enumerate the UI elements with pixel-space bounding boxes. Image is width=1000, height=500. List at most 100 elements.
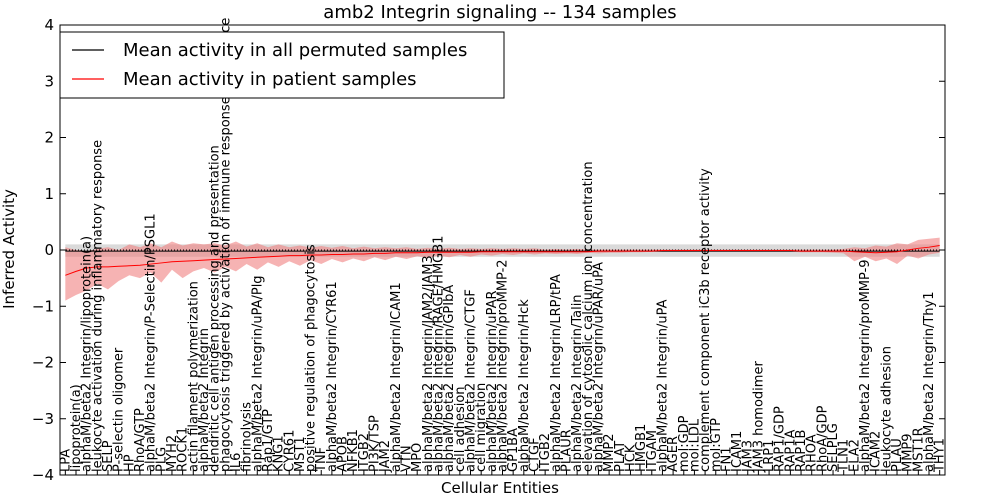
x-tick-label: alphaM/beta2 Integrin/RAGE/HMGB1 — [432, 236, 447, 472]
x-tick-label: alphaM/beta2 Integrin/uPA/Plg — [250, 275, 265, 472]
x-tick-label: fibrinolysis — [240, 402, 255, 472]
x-tick-label: alphaM/beta2 Integrin/proMMP-2 — [496, 259, 511, 472]
x-tick-label: PI3K/TSP — [368, 415, 383, 472]
y-axis-label: Inferred Activity — [0, 189, 18, 309]
x-tick-label: LRP1 — [762, 440, 777, 472]
x-tick-label: CYR61 — [282, 430, 297, 472]
x-tick-label: alphaM/beta2 Integrin/uPAR/uPA — [591, 262, 606, 472]
patient-band — [65, 237, 940, 301]
x-tick-label: lipoprotein(a) — [69, 384, 84, 472]
x-tick-label: MST1 — [293, 436, 308, 472]
x-tick-label: SELPLG — [826, 423, 841, 472]
x-tick-label: mol:GTP — [709, 418, 724, 472]
x-tick-label: FN1 — [719, 447, 734, 472]
x-tick-label: IL6 — [229, 453, 244, 472]
y-tick-label: 0 — [44, 241, 54, 259]
series-line-patient — [65, 245, 940, 276]
x-tick-label: cell migration — [474, 383, 489, 472]
x-tick-label: dendritic cell antigen processing and pr… — [208, 145, 223, 472]
x-tick-label: positive regulation of phagocytosis — [304, 244, 319, 472]
x-tick-label: TLN1 — [837, 439, 852, 473]
x-tick-label: SELP — [101, 440, 116, 472]
x-tick-label: leukocyte adhesion — [879, 346, 894, 472]
x-tick-label: JAM2 — [378, 440, 393, 473]
x-tick-label: alphaM/beta2 Integrin/CTGF — [464, 289, 479, 472]
y-tick-label: 3 — [44, 72, 54, 90]
y-tick-label: −3 — [32, 410, 54, 428]
x-tick-label: LPA — [58, 449, 73, 472]
x-tick-label: mol:LDL — [687, 418, 702, 472]
x-tick-label: THY1 — [933, 438, 948, 473]
x-tick-label: KNG1 — [272, 435, 287, 472]
x-tick-label: JAM3 homodimer — [751, 361, 766, 473]
x-tick-label: VTN — [400, 445, 415, 472]
x-tick-label: JAM3 — [741, 440, 756, 473]
legend-label-patient: Mean activity in patient samples — [123, 69, 417, 90]
x-tick-label: RHOA — [805, 434, 820, 472]
x-tick-label: P-selectin oligomer — [112, 347, 127, 472]
x-tick-label: alphaM/beta2 Integrin/LRP/tPA — [549, 274, 564, 472]
x-tick-label: MST1R — [911, 427, 926, 472]
y-tick-label: 2 — [44, 129, 54, 147]
x-tick-label: TNF — [314, 447, 329, 473]
x-tick-label: alphaM/beta2 Integrin — [197, 328, 212, 472]
plot-area: −4−3−2−101234LPAlipoprotein(a)alphaM/bet… — [32, 16, 948, 484]
x-tick-label: RhoA/GDP — [815, 405, 830, 472]
x-tick-label: Rap1/GTP — [261, 409, 276, 472]
x-tick-label: HP — [122, 454, 137, 472]
x-tick-label: HMGB1 — [634, 424, 649, 472]
x-tick-label: MYH2 — [165, 435, 180, 472]
x-tick-label: MMP9 — [901, 433, 916, 472]
x-tick-label: alphaM/beta2 Integrin/lipoprotein(a) — [80, 236, 95, 472]
x-tick-label: ITGB2 — [357, 433, 372, 472]
x-tick-label: alphaM/beta2 Integrin/P-Selectin/PSGL1 — [144, 213, 159, 472]
x-tick-label: PLAUR — [559, 429, 574, 472]
x-tick-label: ITGB2 — [538, 433, 553, 472]
x-tick-label: RAP1B — [794, 430, 809, 472]
x-tick-label: PLAT — [613, 441, 628, 472]
x-tick-label: actin filament polymerization — [186, 281, 201, 472]
x-tick-label: HCK — [623, 444, 638, 472]
x-tick-label: PLAU — [890, 438, 905, 472]
x-tick-label: ITGAM — [645, 430, 660, 472]
x-tick-label: complement component iC3b receptor activ… — [698, 168, 713, 472]
x-tick-label: alphaM/beta2 Integrin/uPAR — [485, 290, 500, 472]
x-tick-label: RAP1/GDP — [773, 406, 788, 472]
x-tick-label: RhoA/GTP — [133, 408, 148, 472]
legend: Mean activity in all permuted samples Me… — [59, 31, 505, 99]
x-tick-label: MMP2 — [602, 433, 617, 472]
x-tick-label: mol:GDP — [677, 415, 692, 472]
x-tick-label: AGER — [666, 436, 681, 472]
x-tick-label: phagocytosis triggered by activation of … — [218, 18, 233, 472]
x-tick-label: alphaM/beta2 Integrin/JAM2/JAM3 — [421, 255, 436, 472]
x-tick-label: ELA2 — [847, 439, 862, 472]
x-tick-label: RAP1A — [783, 429, 798, 472]
x-tick-label: elevation of cytosolic calcium ion conce… — [581, 161, 596, 472]
x-tick-label: alphaM/beta2 Integrin/Talin — [570, 294, 585, 472]
y-tick-label: −4 — [32, 466, 54, 484]
x-tick-label: alphaM/beta2 Integrin/ICAM1 — [389, 282, 404, 472]
x-tick-label: alphaM/beta2 Integrin/Thy1 — [922, 292, 937, 473]
y-tick-label: −2 — [32, 354, 54, 372]
chart-title: amb2 Integrin signaling -- 134 samples — [323, 2, 676, 23]
x-tick-label: alphaM/beta2 Integrin/proMMP-9 — [858, 259, 873, 472]
x-axis-label: Cellular Entities — [441, 479, 559, 497]
x-tick-label: MPO — [410, 443, 425, 472]
x-tick-label: cell adhesion — [453, 386, 468, 472]
y-tick-label: 4 — [44, 16, 54, 34]
x-tick-label: GP1BA — [506, 428, 521, 472]
x-tick-label: alphaM/beta2 Integrin/CYR61 — [325, 281, 340, 472]
x-tick-label: alphaM/beta2 Integrin/uPA — [655, 299, 670, 472]
legend-frame — [59, 31, 505, 99]
x-tick-label: leukocyte activation during inflammatory… — [90, 140, 105, 472]
x-tick-label: ROCK1 — [176, 427, 191, 472]
y-tick-label: −1 — [32, 297, 54, 315]
legend-label-permuted: Mean activity in all permuted samples — [123, 40, 467, 61]
x-tick-label: PLG — [154, 447, 169, 472]
x-tick-label: APOB — [336, 436, 351, 472]
x-tick-label: CTGF — [527, 437, 542, 472]
x-tick-label: alphaM/beta2 Integrin/GPIbA — [442, 285, 457, 472]
x-tick-label: alphaM/beta2 Integrin/Hck — [517, 299, 532, 472]
y-tick-label: 1 — [44, 185, 54, 203]
